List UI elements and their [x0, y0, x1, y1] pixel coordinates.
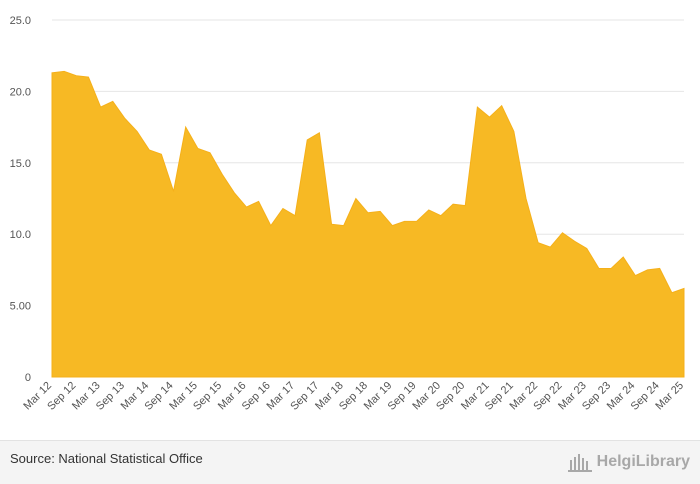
- y-tick-label: 0: [25, 372, 31, 384]
- brand-logo[interactable]: HelgiLibrary: [567, 449, 690, 475]
- brand-name: HelgiLibrary: [596, 453, 690, 470]
- library-icon: [567, 454, 592, 472]
- series-area: [51, 70, 685, 378]
- y-tick-label: 20.0: [10, 86, 31, 98]
- source-note: Source: National Statistical Office: [10, 451, 203, 466]
- x-tick-label: Mar 25: [653, 380, 686, 413]
- y-tick-label: 15.0: [10, 158, 31, 170]
- y-axis-tick-labels: 0 5.00 10.0 15.0 20.0 25.0: [10, 15, 31, 384]
- chart-footer: Source: National Statistical Office Helg…: [0, 440, 700, 484]
- y-tick-label: 25.0: [10, 15, 31, 27]
- y-tick-label: 5.00: [10, 301, 31, 313]
- y-tick-label: 10.0: [10, 229, 31, 241]
